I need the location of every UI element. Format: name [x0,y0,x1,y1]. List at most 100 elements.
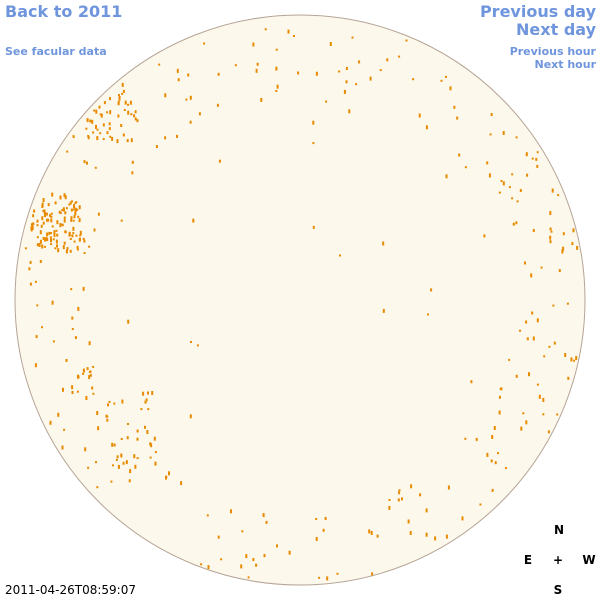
facula [118,94,120,96]
facula [525,152,528,157]
facula [29,260,32,264]
facula [240,564,243,569]
facula [117,114,120,118]
facula [140,408,143,411]
facula [70,288,73,291]
facula [126,436,129,440]
previous-day-link[interactable]: Previous day [479,2,596,21]
facula [405,39,408,42]
facula [102,138,105,141]
facula [247,576,250,579]
facula [293,35,295,37]
facula [324,517,327,520]
facula [322,528,325,532]
facula [498,191,501,194]
facula [168,471,170,476]
facula [145,398,148,402]
next-hour-link[interactable]: Next hour [534,58,597,71]
facula [76,245,79,249]
facula [275,66,278,71]
facula [326,576,329,581]
facula [43,245,46,248]
facula [288,550,291,555]
facula [339,254,341,257]
facula [116,139,119,144]
next-day-link[interactable]: Next day [516,20,596,39]
facula [83,252,86,254]
facula [315,518,318,520]
facula [125,461,128,465]
facula [410,484,413,489]
facula [490,113,493,116]
facula [198,112,201,116]
facula [536,164,539,168]
facula [425,532,428,537]
facula [217,535,220,539]
facula [59,195,62,200]
facula [264,28,267,31]
facula [123,109,126,111]
facula [41,202,44,207]
facula [189,95,192,100]
facula [34,280,37,283]
facula [134,464,137,469]
facula [96,128,99,131]
facula [41,205,44,208]
facular-link[interactable]: See facular data [5,45,107,58]
facula [550,230,553,233]
facula [549,211,552,215]
facula [70,208,73,212]
facula [97,212,100,216]
facula [116,455,119,459]
facula [464,437,467,440]
facula [525,320,528,324]
facula [136,457,139,460]
facula [106,418,109,422]
facula [42,198,45,202]
facula [549,227,552,231]
facula [71,316,74,320]
facula [524,261,526,265]
facula [575,356,578,360]
facula [49,420,52,425]
facula [398,489,401,492]
facula [127,103,130,106]
facula [543,355,546,358]
facula [427,313,429,316]
facula [42,209,45,212]
compass-n: N [553,523,565,537]
facula [117,464,120,469]
facula [127,319,130,324]
facula [42,221,45,225]
facula [89,119,92,123]
facula [32,222,35,226]
facula [315,71,318,76]
facula [499,388,502,390]
facula [68,203,71,206]
facula [44,215,46,218]
facula [130,138,133,143]
previous-hour-link[interactable]: Previous hour [509,45,596,58]
facula [505,467,507,470]
facula [386,58,389,62]
facula [134,117,137,121]
facula [564,353,567,357]
faculae [24,28,579,581]
facula [548,345,551,348]
facula [440,79,443,82]
back-link[interactable]: Back to 2011 [5,2,123,21]
facula [520,426,523,431]
facula [419,493,422,497]
facula [49,214,52,217]
facula [256,62,259,66]
facula [532,336,535,341]
facula [117,103,120,106]
facula [526,173,529,177]
facula [36,219,39,223]
facula [149,442,152,446]
facula [409,531,412,535]
facula [99,113,102,116]
facula [92,392,95,395]
facula [130,113,133,116]
